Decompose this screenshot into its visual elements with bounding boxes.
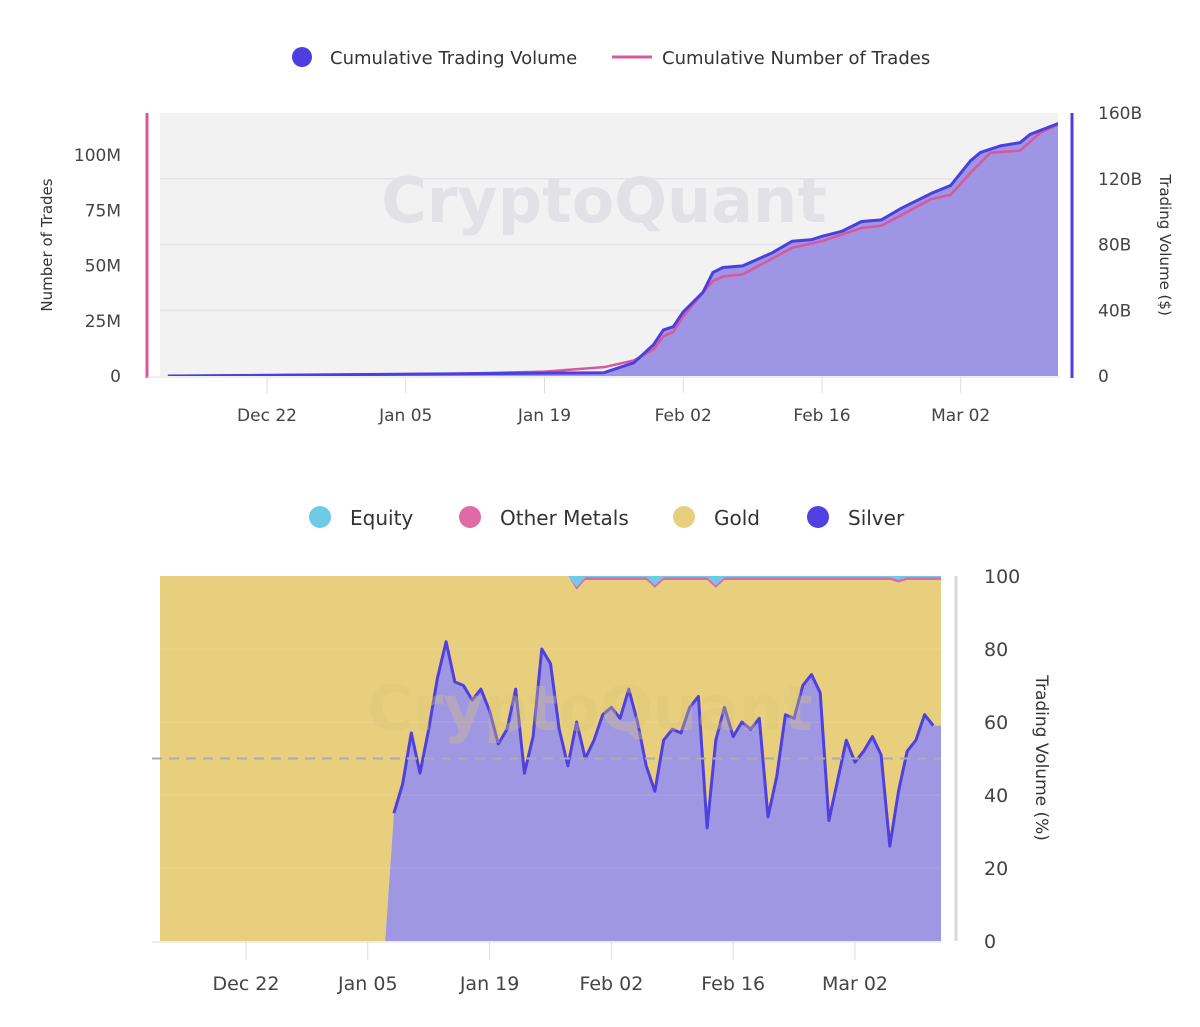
top-chart: Cumulative Trading Volume Cumulative Num…: [38, 47, 1174, 426]
right-y-tick-label: 80B: [1098, 236, 1131, 256]
equity-legend-label[interactable]: Equity: [350, 506, 413, 530]
gold-legend-marker: [673, 506, 695, 528]
x-tick-label: Feb 16: [701, 973, 765, 995]
bottom-watermark: CryptoQuant: [367, 672, 813, 745]
right-y-tick-label: 160B: [1098, 104, 1142, 124]
other-metals-legend-marker: [459, 506, 481, 528]
x-tick-label: Jan 05: [378, 406, 432, 426]
left-y-tick-label: 75M: [85, 201, 121, 221]
left-y-tick-label: 25M: [85, 312, 121, 332]
silver-legend-label[interactable]: Silver: [848, 506, 905, 530]
right-y-tick-label: 20: [984, 858, 1008, 880]
right-y-tick-label: 100: [984, 566, 1020, 588]
gold-legend-label[interactable]: Gold: [714, 506, 760, 530]
x-tick-label: Feb 16: [793, 406, 850, 426]
right-y-tick-label: 0: [984, 931, 996, 953]
right-y-tick-label: 80: [984, 639, 1008, 661]
x-tick-label: Mar 02: [931, 406, 990, 426]
top-legend: Cumulative Trading Volume Cumulative Num…: [292, 47, 930, 69]
equity-legend-marker: [309, 506, 331, 528]
silver-legend-marker: [807, 506, 829, 528]
left-y-tick-label: 100M: [74, 146, 121, 166]
right-axis-title: Trading Volume ($): [1156, 173, 1174, 316]
x-tick-label: Mar 02: [822, 973, 888, 995]
top-watermark: CryptoQuant: [381, 164, 827, 237]
x-tick-label: Jan 05: [337, 973, 398, 995]
bottom-legend: Equity Other Metals Gold Silver: [309, 506, 905, 530]
x-tick-label: Feb 02: [655, 406, 712, 426]
x-tick-label: Dec 22: [237, 406, 297, 426]
x-tick-label: Jan 19: [517, 406, 571, 426]
right-y-tick-label: 60: [984, 712, 1008, 734]
left-y-tick-label: 50M: [85, 257, 121, 277]
bottom-right-axis-title: Trading Volume (%): [1031, 674, 1051, 841]
legend-volume-marker: [292, 47, 312, 67]
x-tick-label: Jan 19: [459, 973, 520, 995]
x-tick-label: Feb 02: [579, 973, 643, 995]
right-y-tick-label: 40: [984, 785, 1008, 807]
right-y-tick-label: 40B: [1098, 301, 1131, 321]
legend-volume-label[interactable]: Cumulative Trading Volume: [330, 48, 577, 69]
left-y-tick-label: 0: [110, 367, 121, 387]
right-y-tick-label: 0: [1098, 367, 1109, 387]
left-axis-title: Number of Trades: [38, 178, 56, 311]
legend-trades-label[interactable]: Cumulative Number of Trades: [662, 48, 930, 69]
bottom-chart: Equity Other Metals Gold Silver CryptoQuant…: [152, 506, 1051, 995]
other-metals-legend-label[interactable]: Other Metals: [500, 506, 629, 530]
x-tick-label: Dec 22: [213, 973, 280, 995]
right-y-tick-label: 120B: [1098, 170, 1142, 190]
